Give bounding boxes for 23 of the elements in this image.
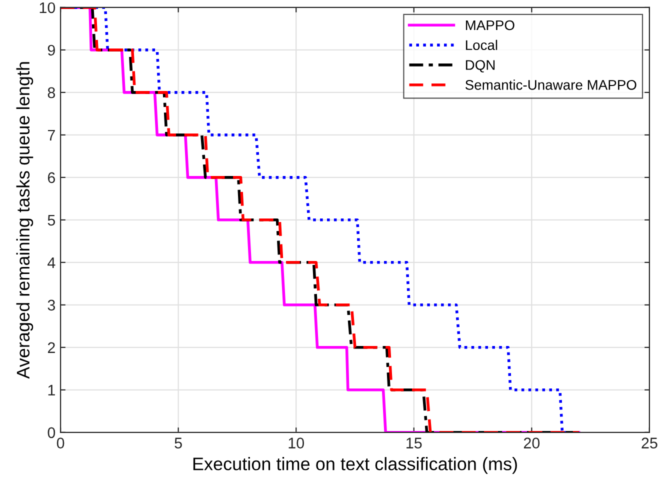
x-tick-label: 15 (406, 438, 422, 448)
y-tick-label: 4 (48, 257, 56, 268)
legend-label: Local (466, 40, 498, 50)
x-axis-title: Execution time on text classification (ms) (193, 457, 517, 474)
legend-label: MAPPO (466, 20, 514, 30)
y-tick-label: 5 (48, 214, 56, 226)
legend-label: DQN (466, 60, 495, 72)
x-tick-label: 25 (642, 438, 658, 448)
y-tick-label: 3 (48, 300, 56, 311)
y-tick-label: 9 (48, 44, 55, 56)
y-tick-label: 6 (48, 172, 56, 184)
y-tick-label: 0 (48, 427, 56, 438)
y-tick-label: 8 (48, 87, 56, 98)
y-axis-title: Averaged remaining tasks queue length (16, 62, 34, 379)
x-tick-label: 20 (524, 438, 540, 448)
x-tick-label: 5 (174, 438, 182, 448)
legend-label: Semantic-Unaware MAPPO (465, 80, 636, 90)
x-tick-label: 10 (288, 438, 304, 448)
y-tick-label: 10 (40, 2, 56, 14)
y-tick-label: 2 (48, 342, 55, 353)
x-tick-label: 0 (56, 438, 64, 448)
y-tick-label: 7 (48, 130, 55, 140)
y-tick-label: 1 (48, 384, 55, 396)
